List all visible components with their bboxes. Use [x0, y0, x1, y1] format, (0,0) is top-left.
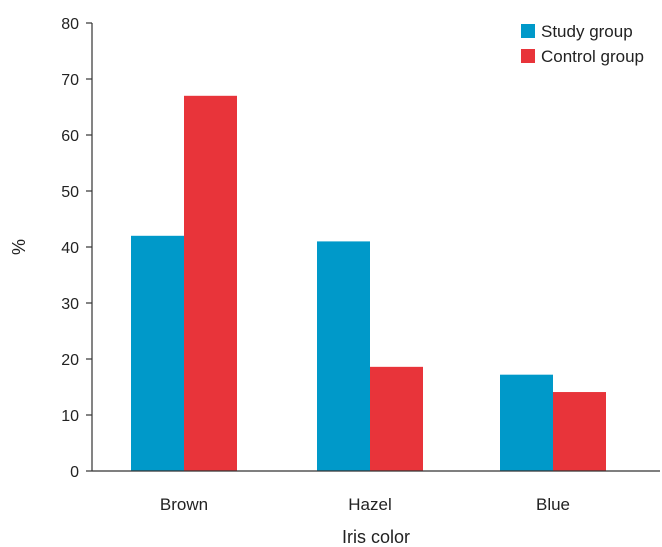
legend-label-study-group: Study group — [541, 22, 633, 41]
y-tick-label: 40 — [61, 240, 79, 257]
bars — [131, 95, 606, 472]
x-category-label-blue: Blue — [536, 495, 570, 514]
legend-swatch-control-group — [521, 49, 535, 63]
x-category-label-hazel: Hazel — [348, 495, 391, 514]
x-axis-title: Iris color — [342, 527, 410, 547]
x-category-label-brown: Brown — [160, 495, 208, 514]
legend-swatch-study-group — [521, 24, 535, 38]
y-tick-label: 50 — [61, 184, 79, 201]
y-tick-label: 10 — [61, 408, 79, 425]
y-tick-label: 0 — [70, 464, 79, 481]
y-tick-label: 20 — [61, 352, 79, 369]
y-axis-ticks: 0 10 20 30 40 50 60 70 80 — [61, 16, 92, 481]
bar-control-group-brown — [184, 95, 237, 472]
y-tick-label: 80 — [61, 16, 79, 33]
bar-control-group-blue — [553, 392, 606, 471]
y-tick-label: 60 — [61, 128, 79, 145]
bar-study-group-brown — [131, 235, 184, 471]
bar-study-group-blue — [500, 374, 553, 471]
bar-control-group-hazel — [370, 366, 423, 471]
x-axis-category-labels: Brown Hazel Blue — [160, 495, 570, 514]
y-tick-label: 70 — [61, 72, 79, 89]
bar-study-group-hazel — [317, 241, 370, 471]
y-tick-label: 30 — [61, 296, 79, 313]
y-axis-title: % — [9, 239, 29, 255]
legend: Study group Control group — [521, 22, 644, 66]
legend-label-control-group: Control group — [541, 47, 644, 66]
